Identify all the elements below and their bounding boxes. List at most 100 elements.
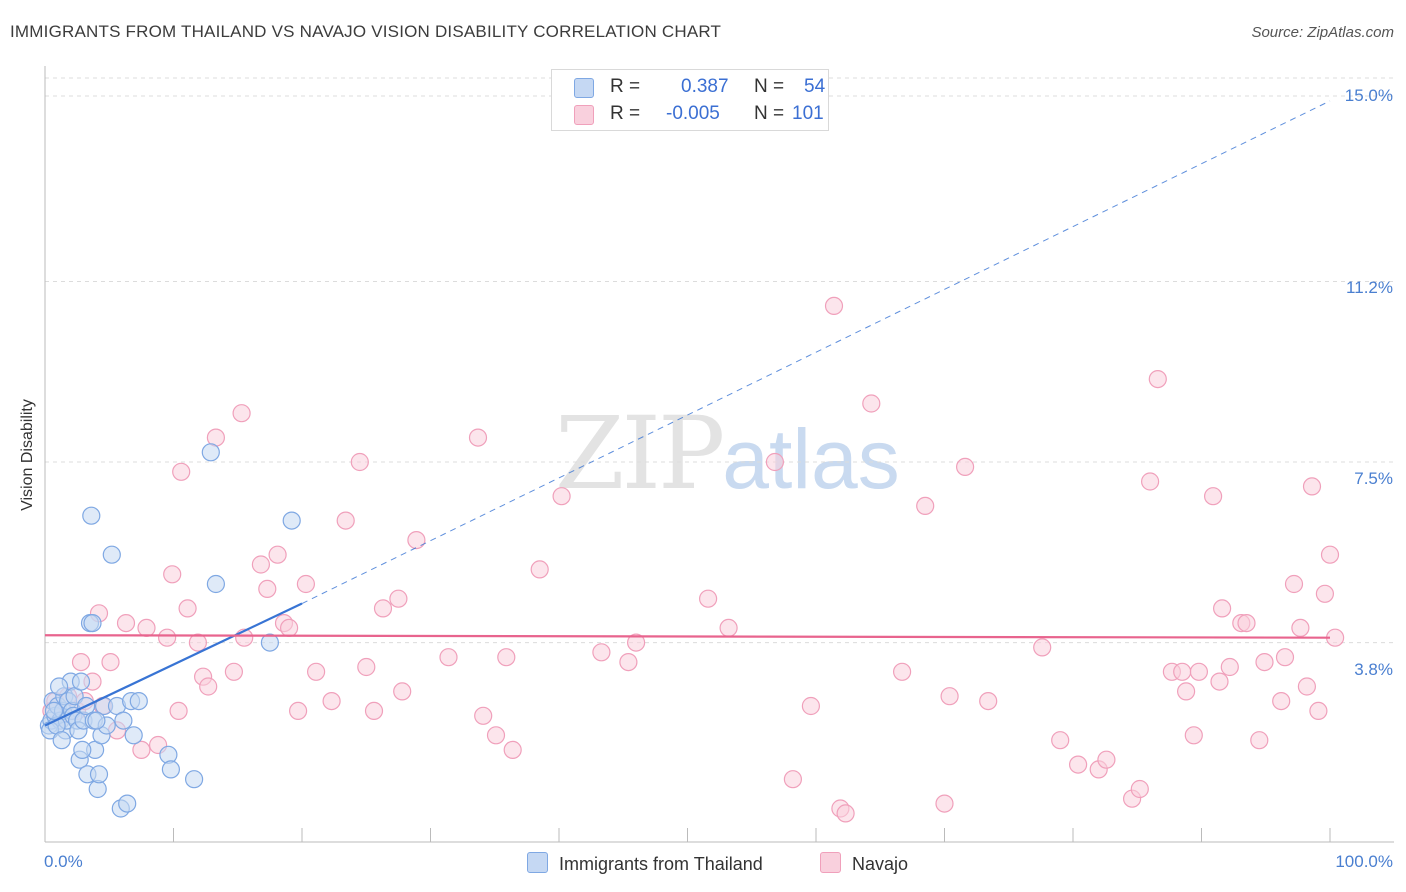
navajo-point (592, 643, 611, 662)
legend-label-navajo: Navajo (852, 854, 909, 874)
navajo-point (801, 696, 821, 716)
legend-n-value: 54 (804, 76, 826, 97)
navajo-point (258, 579, 277, 599)
navajo-point (137, 618, 156, 638)
thailand-point (260, 633, 279, 652)
navajo-point (1173, 662, 1192, 681)
navajo-point (1210, 672, 1229, 691)
legend-item-navajo: Navajo (820, 852, 908, 875)
navajo-point (474, 706, 493, 725)
y-tick-label: 7.5% (1354, 469, 1393, 488)
navajo-point (1302, 477, 1322, 496)
axes (44, 66, 1394, 843)
navajo-point (1051, 731, 1070, 750)
legend-swatch-thailand (574, 78, 594, 98)
legend-n-label: N = (754, 76, 785, 97)
navajo-point (468, 428, 488, 447)
y-tick-label: 11.2% (1346, 278, 1393, 297)
navajo-point (1068, 755, 1088, 774)
navajo-point (101, 652, 120, 672)
legend-swatch-navajo (574, 105, 594, 125)
thailand-point (82, 506, 101, 525)
y-axis-label: Vision Disability (19, 399, 36, 511)
thailand-point (118, 794, 137, 813)
navajo-point (1275, 648, 1295, 667)
navajo-point (178, 599, 197, 618)
navajo-point (158, 628, 177, 647)
navajo-point (935, 794, 954, 813)
legend-label-thailand: Immigrants from Thailand (559, 854, 763, 874)
legend-r-label: R = (610, 103, 641, 124)
navajo-point (1140, 472, 1160, 491)
navajo-point (824, 296, 844, 315)
navajo-point (1315, 584, 1335, 603)
navajo-point (955, 457, 975, 476)
navajo-point (1130, 779, 1149, 799)
navajo-point (503, 740, 522, 760)
thailand-point (282, 511, 301, 530)
navajo-point (163, 565, 182, 584)
navajo-point (940, 687, 959, 706)
navajo-point (1148, 370, 1167, 389)
trend-lines (44, 100, 1331, 727)
source-credit: Source: ZipAtlas.com (1251, 24, 1394, 41)
navajo-point (765, 452, 785, 472)
thailand-point (73, 740, 92, 760)
navajo-point (357, 657, 376, 677)
navajo-point (552, 487, 571, 506)
navajo-point (497, 648, 516, 667)
navajo-point (1176, 682, 1196, 701)
navajo-point (1250, 731, 1269, 750)
thailand-point (124, 726, 143, 745)
navajo-point (280, 618, 299, 638)
navajo-point (296, 574, 315, 594)
thailand-point (114, 711, 133, 730)
navajo-point (916, 496, 935, 515)
y-tick-label: 15.0% (1344, 86, 1393, 105)
navajo-point (116, 613, 136, 633)
navajo-point (172, 462, 191, 481)
navajo-point (486, 726, 506, 745)
navajo-point (132, 740, 151, 760)
navajo-point (626, 633, 646, 652)
data-points (39, 296, 1345, 823)
thailand-point (71, 672, 91, 691)
watermark: ZIPatlas (555, 395, 900, 512)
thailand-point (206, 574, 225, 594)
thailand-point (49, 677, 69, 696)
thailand-point (83, 613, 102, 633)
navajo-point (979, 691, 998, 711)
navajo-point (289, 701, 308, 721)
navajo-point (336, 511, 355, 530)
navajo-point (251, 555, 270, 574)
correlation-legend: R = 0.387 N = 54 R = -0.005 N = 101 (551, 69, 829, 131)
navajo-point (364, 701, 384, 721)
navajo-point (1203, 487, 1223, 506)
x-tick-label-max: 100.0% (1335, 852, 1393, 871)
watermark-zip: ZIP (555, 395, 725, 512)
legend-n-value: 101 (792, 103, 824, 124)
navajo-trend-line (44, 634, 1331, 639)
navajo-point (1291, 618, 1310, 638)
thailand-point (89, 765, 109, 784)
thailand-point (52, 731, 71, 750)
navajo-point (1284, 574, 1304, 594)
thailand-point (201, 443, 220, 462)
legend-swatch-thailand (527, 852, 548, 873)
navajo-point (224, 662, 243, 681)
navajo-point (71, 652, 91, 672)
navajo-point (199, 677, 218, 696)
navajo-point (1184, 726, 1203, 745)
navajo-point (530, 560, 549, 579)
grid-lines (45, 77, 1394, 644)
navajo-point (393, 682, 412, 701)
thailand-point (161, 760, 180, 779)
navajo-point (188, 633, 207, 652)
navajo-point (892, 662, 912, 681)
navajo-point (268, 545, 287, 564)
navajo-point (719, 618, 738, 638)
legend-swatch-navajo (820, 852, 841, 873)
navajo-point (1033, 638, 1052, 657)
navajo-point (407, 530, 426, 550)
